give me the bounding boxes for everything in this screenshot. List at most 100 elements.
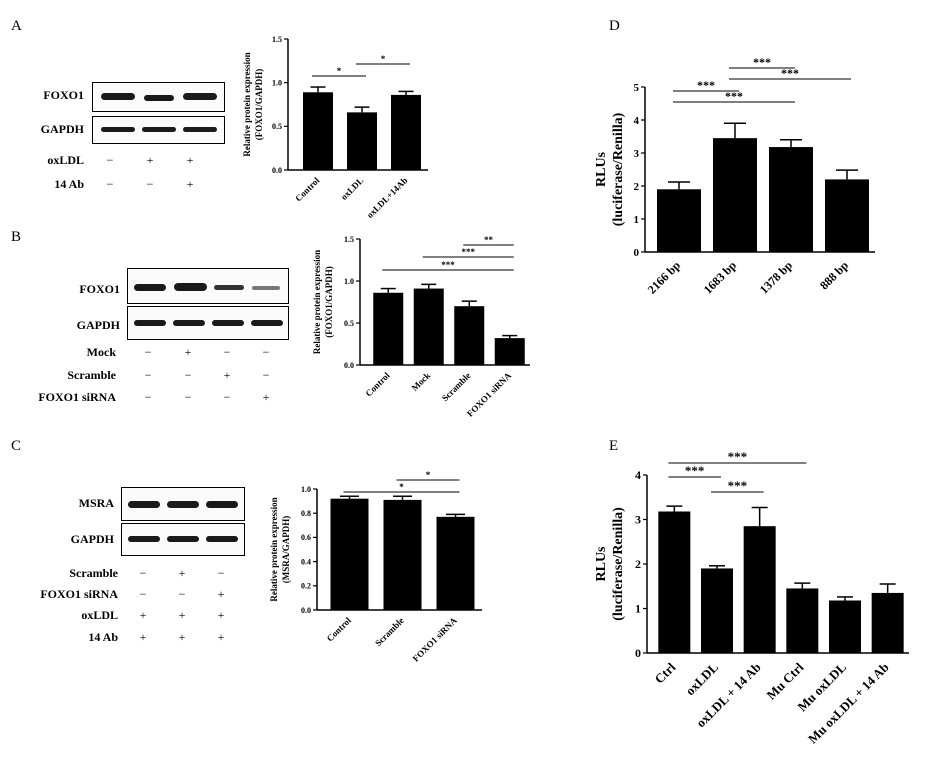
significance-label: *** xyxy=(462,247,476,257)
y-axis-label: RLUs xyxy=(594,151,609,187)
condition-sign: + xyxy=(139,630,147,644)
y-tick-label: 0 xyxy=(635,646,641,660)
y-tick-label: 1.0 xyxy=(272,78,282,87)
significance-label: *** xyxy=(781,66,799,80)
x-tick-label: Control xyxy=(293,175,322,204)
condition-sign: − xyxy=(106,177,114,191)
y-tick-label: 0.5 xyxy=(272,122,282,131)
bar xyxy=(786,588,819,653)
bar xyxy=(436,516,475,610)
bar xyxy=(391,94,421,170)
condition-sign: − xyxy=(184,368,192,382)
bar xyxy=(769,147,813,252)
blot-band xyxy=(134,320,166,326)
blot-band xyxy=(212,320,244,326)
condition-sign: + xyxy=(186,153,194,167)
condition-label: Scramble xyxy=(67,368,116,382)
y-tick-label: 0.0 xyxy=(344,361,354,370)
blot-label-foxo1: FOXO1 xyxy=(43,88,84,102)
blot-band xyxy=(206,501,238,508)
y-axis-label: Relative protein expression xyxy=(242,52,252,156)
bar xyxy=(701,568,733,653)
condition-sign: − xyxy=(223,345,231,359)
bar xyxy=(413,288,444,365)
y-tick-label: 2 xyxy=(635,557,641,571)
y-axis-label: (MSRA/GAPDH) xyxy=(281,516,291,584)
bar xyxy=(825,179,869,252)
blot-band xyxy=(128,501,160,508)
condition-label: Scramble xyxy=(69,566,118,580)
blot-band xyxy=(101,127,135,132)
y-tick-label: 4 xyxy=(635,468,641,482)
blot-band xyxy=(134,284,166,291)
blot-band xyxy=(167,501,199,508)
blot-label-foxo1: FOXO1 xyxy=(79,282,120,296)
blot-label-gapdh: GAPDH xyxy=(40,122,84,136)
condition-label: FOXO1 siRNA xyxy=(38,390,116,404)
y-tick-label: 5 xyxy=(634,82,640,94)
blot-band xyxy=(142,127,176,132)
panel-letter-e: E xyxy=(609,438,619,454)
condition-sign: + xyxy=(217,608,225,622)
x-tick-label: oxLDL+14Ab xyxy=(365,175,410,220)
y-tick-label: 3 xyxy=(635,513,641,527)
condition-label: Mock xyxy=(86,345,116,359)
x-tick-label: FOXO1 siRNA xyxy=(411,615,460,664)
condition-sign: − xyxy=(262,345,270,359)
condition-label: 14 Ab xyxy=(54,177,84,191)
y-tick-label: 3 xyxy=(634,148,640,160)
x-tick-label: oxLDL xyxy=(682,659,721,698)
significance-label: *** xyxy=(728,449,748,464)
y-tick-label: 0.5 xyxy=(344,319,354,328)
bar xyxy=(383,499,422,610)
condition-label: FOXO1 siRNA xyxy=(40,587,118,601)
condition-sign: − xyxy=(139,587,147,601)
panel-letter-c: C xyxy=(11,438,22,454)
condition-label: oxLDL xyxy=(81,608,118,622)
x-tick-label: 2166 bp xyxy=(645,258,684,297)
y-tick-label: 1.5 xyxy=(272,35,282,44)
condition-sign: − xyxy=(223,390,231,404)
significance-label: *** xyxy=(753,55,771,69)
y-axis-label: (luciferase/Renilla) xyxy=(611,507,626,621)
condition-sign: + xyxy=(178,608,186,622)
significance-label: * xyxy=(426,470,431,480)
x-tick-label: 1378 bp xyxy=(757,258,796,297)
bar xyxy=(494,338,525,365)
y-tick-label: 1.0 xyxy=(301,485,311,494)
x-tick-label: Mu oxLDL + 14 Ab xyxy=(805,660,892,747)
x-tick-label: Control xyxy=(325,615,354,644)
y-axis-label: (luciferase/Renilla) xyxy=(611,112,626,226)
significance-label: *** xyxy=(725,89,743,103)
blot-band xyxy=(214,285,244,290)
y-tick-label: 0.4 xyxy=(301,557,311,566)
significance-label: *** xyxy=(728,478,748,493)
blot-strip-foxo1 xyxy=(127,268,289,304)
condition-sign: + xyxy=(223,368,231,382)
blot-strip-gapdh xyxy=(92,116,225,144)
condition-label: 14 Ab xyxy=(88,630,118,644)
x-tick-label: oxLDL xyxy=(339,175,366,202)
condition-sign: − xyxy=(144,390,152,404)
x-tick-label: Mock xyxy=(410,370,433,393)
blot-strip-msra xyxy=(121,487,245,521)
condition-sign: + xyxy=(184,345,192,359)
bar xyxy=(829,600,861,653)
y-tick-label: 1 xyxy=(634,214,640,226)
condition-sign: + xyxy=(139,608,147,622)
condition-sign: − xyxy=(146,177,154,191)
x-tick-label: Scramble xyxy=(373,615,406,648)
bar xyxy=(373,292,404,365)
y-tick-label: 4 xyxy=(634,115,640,127)
x-tick-label: Scramble xyxy=(440,370,473,403)
blot-band xyxy=(252,286,280,290)
blot-strip-gapdh xyxy=(121,523,245,556)
condition-sign: + xyxy=(217,630,225,644)
y-axis-label: Relative protein expression xyxy=(269,497,279,601)
y-tick-label: 0.8 xyxy=(301,509,311,518)
blot-strip-foxo1 xyxy=(92,82,225,112)
blot-band xyxy=(144,95,174,101)
x-tick-label: Ctrl xyxy=(652,659,679,686)
condition-sign: + xyxy=(186,177,194,191)
